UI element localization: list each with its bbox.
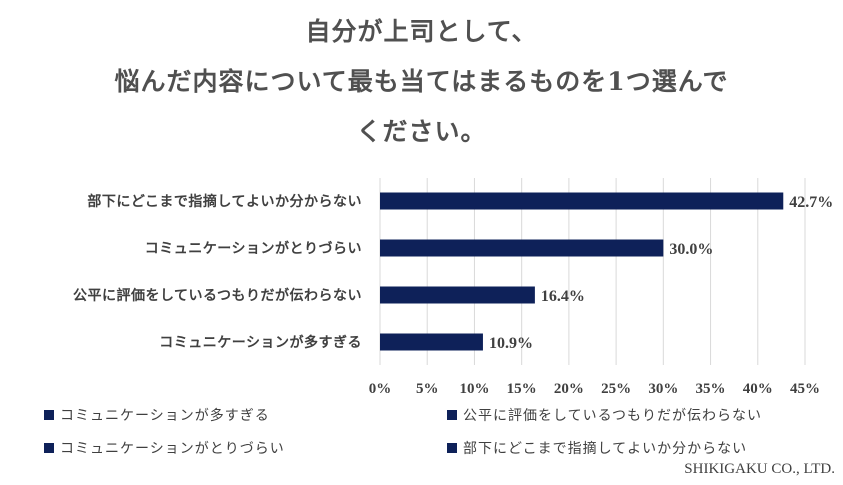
- data-label: 30.0%: [669, 241, 713, 258]
- legend-label-4: 部下にどこまで指摘してよいか分からない: [463, 441, 748, 457]
- x-tick-label: 25%: [601, 381, 631, 397]
- bar: [380, 239, 664, 257]
- legend-swatch-2: [447, 410, 457, 420]
- legend-item-1: コミュニケーションが多すぎる: [44, 405, 270, 425]
- data-label: 16.4%: [541, 288, 585, 305]
- company-credit: SHIKIGAKU CO., LTD.: [684, 461, 835, 477]
- x-tick-label: 0%: [369, 381, 392, 397]
- x-tick-label: 45%: [790, 381, 820, 397]
- data-label: 10.9%: [489, 335, 533, 352]
- category-label: 部下にどこまで指摘してよいか分からない: [87, 193, 362, 210]
- chart-title-line-2: 悩んだ内容について最も当てはまるものを1つ選んで: [114, 67, 729, 96]
- bar: [380, 286, 535, 304]
- x-tick-label: 10%: [459, 381, 489, 397]
- legend-label-1: コミュニケーションが多すぎる: [60, 408, 270, 424]
- legend-swatch-1: [44, 410, 54, 420]
- legend-item-2: 公平に評価をしているつもりだが伝わらない: [447, 405, 762, 425]
- legend-label-3: コミュニケーションがとりづらい: [60, 441, 285, 457]
- data-label: 42.7%: [789, 194, 833, 211]
- legend-label-2: 公平に評価をしているつもりだが伝わらない: [463, 408, 763, 424]
- bar: [380, 333, 483, 351]
- category-label: 公平に評価をしているつもりだが伝わらない: [73, 287, 362, 304]
- x-tick-label: 40%: [743, 381, 773, 397]
- x-tick-label: 15%: [507, 381, 537, 397]
- bar: [380, 192, 784, 210]
- legend-swatch-3: [44, 443, 54, 453]
- x-tick-label: 30%: [648, 381, 678, 397]
- category-label: コミュニケーションがとりづらい: [145, 240, 362, 257]
- x-tick-label: 5%: [416, 381, 439, 397]
- legend-item-3: コミュニケーションがとりづらい: [44, 438, 285, 458]
- x-tick-label: 20%: [554, 381, 584, 397]
- legend-swatch-4: [447, 443, 457, 453]
- legend-item-4: 部下にどこまで指摘してよいか分からない: [447, 438, 747, 458]
- category-label: コミュニケーションが多すぎる: [159, 334, 362, 351]
- x-tick-label: 35%: [696, 381, 726, 397]
- chart-title-line-3: ください。: [356, 117, 487, 146]
- chart-title-line-1: 自分が上司として、: [305, 17, 538, 46]
